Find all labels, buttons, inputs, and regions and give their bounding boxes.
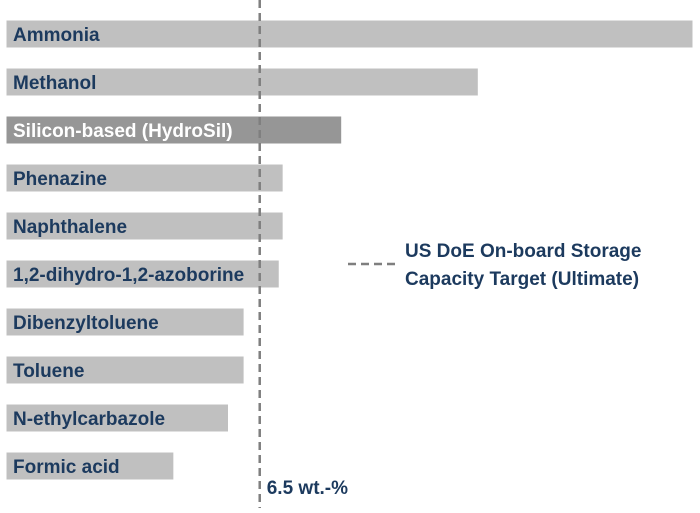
- bar: [5, 163, 284, 193]
- bar-label: Phenazine: [13, 169, 107, 190]
- reference-value-label: 6.5 wt.-%: [267, 478, 348, 499]
- bar: [5, 211, 284, 241]
- bar: [5, 451, 175, 481]
- bar: [5, 19, 694, 49]
- bar-label: Ammonia: [13, 25, 100, 46]
- bars-layer: [5, 19, 694, 481]
- bar-label: Toluene: [13, 361, 84, 382]
- bar: [5, 67, 479, 97]
- bar: [5, 115, 343, 145]
- bar-label: N-ethylcarbazole: [13, 409, 165, 430]
- reference-legend-text-line-2: Capacity Target (Ultimate): [405, 269, 639, 290]
- bar: [5, 259, 280, 289]
- bar-label: 1,2-dihydro-1,2-azoborine: [13, 265, 244, 286]
- bar-label: Dibenzyltoluene: [13, 313, 159, 334]
- bar-label: Silicon-based (HydroSil): [13, 121, 233, 142]
- bar: [5, 307, 245, 337]
- bar-label: Methanol: [13, 73, 96, 94]
- bar: [5, 355, 245, 385]
- reference-legend-text-line-1: US DoE On-board Storage: [405, 241, 641, 262]
- bar-label: Formic acid: [13, 457, 120, 478]
- bar: [5, 403, 229, 433]
- bar-label: Naphthalene: [13, 217, 127, 238]
- bar-labels-layer: Ammonia Methanol Silicon-based (HydroSil) P…: [13, 25, 244, 478]
